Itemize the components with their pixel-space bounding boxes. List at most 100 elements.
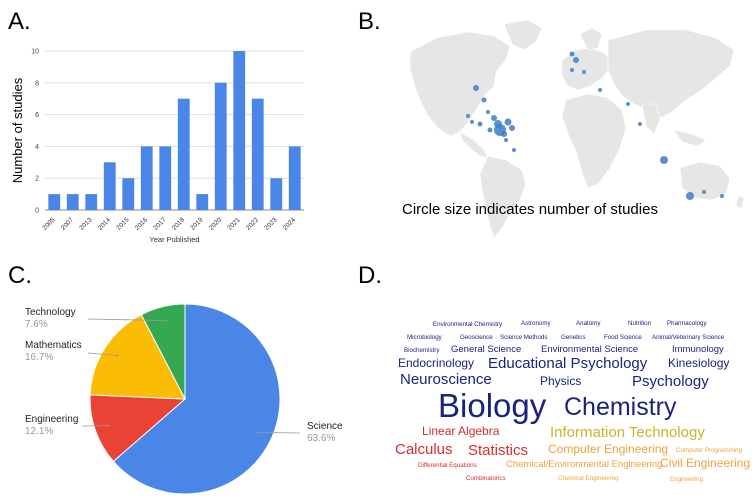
x-tick-label: 2019	[189, 216, 204, 231]
panel-b-label: B.	[358, 8, 381, 35]
study-location-point	[473, 85, 479, 91]
y-tick-label: 6	[35, 112, 39, 119]
word-cloud-term: Astronomy	[521, 320, 551, 327]
study-location-point	[504, 138, 508, 142]
x-tick-label: 2024	[282, 216, 297, 231]
study-location-point	[509, 125, 515, 131]
study-location-point	[491, 115, 497, 121]
bar	[214, 82, 227, 210]
word-cloud-term: Science Methods	[500, 334, 547, 341]
land-india	[641, 103, 661, 135]
panel-d-label: D.	[358, 262, 382, 289]
x-tick-label: 2015	[115, 216, 130, 231]
x-tick-label: 2005	[41, 216, 56, 231]
x-tick-label: 2022	[245, 216, 260, 231]
x-axis-title: Year Published	[149, 235, 199, 244]
pie-leader-dot	[115, 354, 118, 357]
pie-slice-science	[112, 303, 281, 495]
x-tick-label: 2021	[226, 216, 241, 231]
pie-leader-line	[87, 318, 166, 321]
word-cloud-term: Nutrition	[628, 320, 652, 327]
word-cloud-term: Information Technology	[550, 424, 705, 441]
word-cloud-term: Pharmacology	[667, 320, 707, 327]
pie-label-technology: Technology	[25, 307, 76, 318]
land-north-america	[409, 31, 511, 137]
bar	[66, 194, 79, 210]
word-cloud-term: Statistics	[468, 442, 528, 459]
pie-label-science: Science	[307, 421, 343, 432]
study-location-point	[626, 102, 630, 106]
x-tick-label: 2013	[78, 216, 93, 231]
word-cloud-term: Kinesiology	[668, 356, 729, 370]
land-europe	[561, 47, 613, 91]
bar	[288, 146, 301, 210]
word-cloud-term: Combinatorics	[466, 475, 506, 482]
word-cloud-term: Psychology	[632, 373, 709, 390]
word-cloud-term: Neuroscience	[400, 371, 492, 388]
word-cloud-term: Environmental Science	[541, 344, 638, 355]
word-cloud-term: Microbiology	[407, 334, 443, 341]
study-location-point	[582, 70, 586, 74]
word-cloud-term: Educational Psychology	[488, 355, 648, 372]
y-axis-title: Number of studies	[10, 77, 25, 183]
bar	[122, 178, 135, 210]
word-cloud-term: Computer Programming	[676, 447, 743, 454]
study-location-point	[686, 192, 694, 200]
land-greenland	[503, 19, 543, 51]
land-scandinavia	[579, 27, 603, 51]
study-location-point	[573, 57, 579, 63]
land-new-zealand	[735, 195, 745, 209]
study-location-point	[486, 110, 490, 114]
word-cloud-term: Geoscience	[460, 334, 493, 341]
pie-pct-engineering: 12.1%	[25, 426, 53, 437]
land-africa	[561, 93, 627, 189]
study-location-point	[477, 121, 483, 127]
pie-leader-dot	[107, 424, 110, 427]
land-south-america	[479, 155, 527, 239]
study-location-point	[466, 114, 470, 118]
word-cloud-term: Chemical/Environmental Engineering	[506, 459, 662, 470]
word-cloud-term: Genetics	[561, 334, 585, 341]
x-tick-label: 2018	[171, 216, 186, 231]
pie-label-engineering: Engineering	[25, 414, 78, 425]
panel-a-label: A.	[8, 8, 31, 35]
bar	[85, 194, 98, 210]
word-cloud: Environmental Chemistry Astronomy Anatomy N…	[395, 320, 750, 483]
land-southeast-asia	[673, 129, 707, 147]
word-cloud-term: Civil Engineering	[660, 456, 750, 470]
study-location-point	[470, 120, 474, 124]
map-land	[409, 19, 745, 239]
word-cloud-term: General Science	[451, 344, 521, 355]
word-cloud-term: Chemistry	[564, 393, 677, 421]
word-cloud-term: Environmental Chemistry	[433, 321, 503, 328]
study-location-point	[501, 131, 507, 137]
map-points	[466, 51, 724, 200]
pie-leader-line	[258, 432, 301, 434]
x-tick-label: 2014	[97, 216, 112, 231]
bar	[48, 194, 61, 210]
land-central-america	[459, 131, 489, 159]
bar	[270, 178, 283, 210]
study-location-point	[569, 51, 575, 57]
bar	[159, 146, 172, 210]
pie-leader-dot	[257, 431, 260, 434]
study-location-point	[504, 118, 512, 126]
word-cloud-term: Computer Engineering	[548, 442, 668, 456]
pie-leader-line	[87, 352, 117, 356]
land-australia	[679, 161, 731, 201]
bar	[103, 162, 116, 210]
study-location-point	[512, 148, 516, 152]
pie-label-mathematics: Mathematics	[25, 340, 82, 351]
word-cloud-term: Food Science	[604, 334, 642, 341]
x-tick-label: 2017	[152, 216, 167, 231]
pie-pct-mathematics: 16.7%	[25, 352, 53, 363]
world-map	[409, 19, 745, 239]
study-location-point	[720, 194, 724, 198]
word-cloud-term: Biology	[438, 387, 547, 424]
bar	[251, 98, 264, 210]
bar	[233, 51, 246, 210]
x-tick-label: 2016	[134, 216, 149, 231]
x-tick-label: 2023	[263, 216, 278, 231]
